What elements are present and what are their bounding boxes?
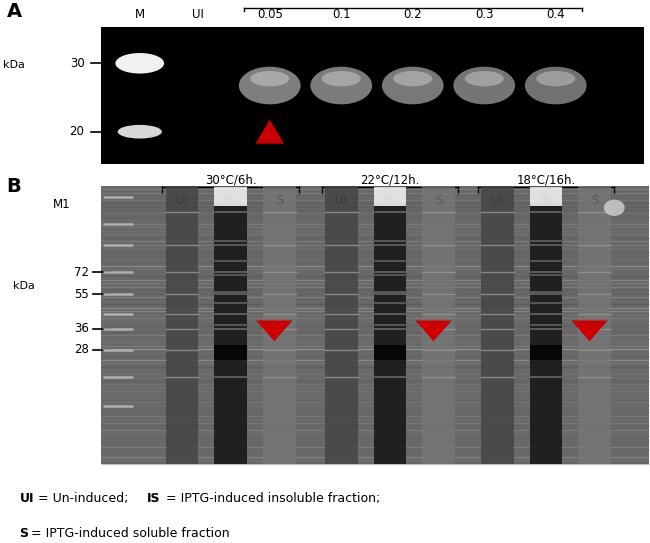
Text: S: S [435, 194, 443, 207]
Bar [374, 345, 406, 360]
Bar [325, 186, 358, 464]
Polygon shape [571, 320, 608, 341]
Text: M: M [135, 8, 145, 21]
Text: 0.05: 0.05 [257, 8, 283, 21]
Ellipse shape [250, 71, 289, 86]
Text: 0.4: 0.4 [547, 8, 565, 21]
Text: 0.1: 0.1 [332, 8, 350, 21]
Bar [263, 186, 296, 464]
Text: UI: UI [491, 194, 503, 207]
Ellipse shape [536, 71, 575, 86]
Text: kDa: kDa [3, 60, 25, 70]
Text: 30: 30 [70, 57, 84, 70]
Text: M1: M1 [53, 198, 71, 211]
Text: A: A [6, 2, 21, 21]
Text: S: S [20, 527, 29, 540]
Polygon shape [255, 119, 284, 144]
Text: 0.2: 0.2 [404, 8, 422, 21]
Bar [530, 204, 562, 464]
Ellipse shape [239, 67, 300, 104]
Text: 36: 36 [74, 323, 89, 336]
Text: 28: 28 [74, 343, 89, 356]
Ellipse shape [465, 71, 504, 86]
Text: UI: UI [20, 492, 34, 505]
Text: S: S [591, 194, 599, 207]
Text: UI: UI [335, 194, 347, 207]
Text: 22°C/12h.: 22°C/12h. [360, 174, 420, 187]
Ellipse shape [118, 125, 162, 138]
Bar [166, 186, 198, 464]
Text: IS: IS [541, 194, 551, 207]
Bar [214, 204, 247, 464]
Text: kDa: kDa [13, 281, 35, 291]
Polygon shape [415, 320, 452, 341]
Ellipse shape [382, 67, 443, 104]
Text: 55: 55 [74, 288, 89, 301]
Bar [481, 186, 514, 464]
Ellipse shape [311, 67, 372, 104]
Ellipse shape [454, 67, 515, 104]
Text: IS: IS [226, 194, 236, 207]
Text: UI: UI [176, 194, 188, 207]
Text: IS: IS [146, 492, 160, 505]
Text: IS: IS [385, 194, 395, 207]
Text: 72: 72 [74, 266, 89, 279]
Bar [101, 186, 649, 464]
Bar [422, 186, 455, 464]
Text: 0.3: 0.3 [475, 8, 493, 21]
Bar [374, 204, 406, 464]
Ellipse shape [525, 67, 586, 104]
Polygon shape [256, 320, 292, 341]
Bar [214, 187, 247, 206]
Text: UI: UI [192, 8, 204, 21]
Ellipse shape [322, 71, 361, 86]
Text: = IPTG-induced insoluble fraction;: = IPTG-induced insoluble fraction; [161, 492, 380, 505]
Text: S: S [276, 194, 283, 207]
Ellipse shape [116, 53, 164, 73]
Ellipse shape [604, 200, 625, 216]
Text: 30°C/6h.: 30°C/6h. [205, 174, 257, 187]
Bar [374, 187, 406, 206]
Bar [530, 187, 562, 206]
Bar [101, 27, 644, 164]
Bar [530, 345, 562, 360]
Text: 18°C/16h.: 18°C/16h. [516, 174, 576, 187]
Bar [578, 186, 611, 464]
Text: B: B [6, 176, 21, 195]
Text: 20: 20 [70, 125, 84, 138]
Text: = IPTG-induced soluble fraction: = IPTG-induced soluble fraction [27, 527, 229, 540]
Ellipse shape [393, 71, 432, 86]
Text: = Un-induced;: = Un-induced; [34, 492, 133, 505]
Bar [214, 345, 247, 360]
